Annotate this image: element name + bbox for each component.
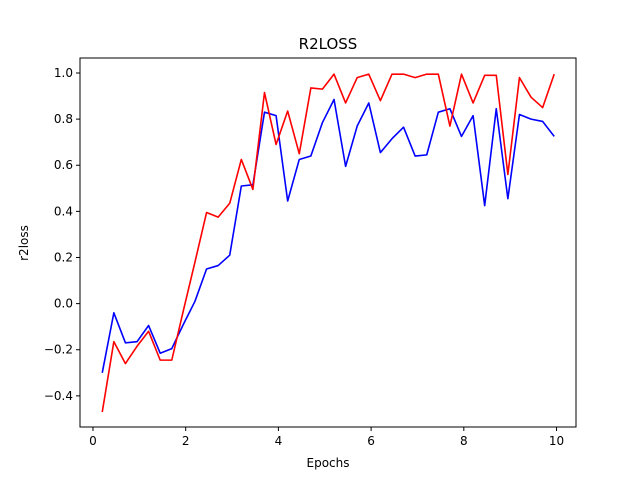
- chart-title: R2LOSS: [299, 35, 358, 53]
- y-axis-label: r2loss: [17, 225, 31, 261]
- x-tick-label: 6: [367, 434, 375, 448]
- x-tick-label: 10: [549, 434, 564, 448]
- y-tick-label: 1.0: [54, 66, 73, 80]
- y-tick-label: −0.2: [44, 343, 73, 357]
- x-ticks: 0 2 4 6 8 10: [89, 427, 564, 448]
- x-axis-label: Epochs: [307, 456, 350, 470]
- y-tick-label: 0.0: [54, 297, 73, 311]
- series-line-2: [101, 73, 555, 413]
- y-ticks: −0.4 −0.2 0.0 0.2 0.4 0.6 0.8 1.0: [44, 66, 80, 403]
- x-tick-label: 4: [275, 434, 283, 448]
- y-tick-label: 0.4: [54, 204, 73, 218]
- x-tick-label: 0: [89, 434, 97, 448]
- x-tick-label: 2: [182, 434, 190, 448]
- y-tick-label: 0.8: [54, 112, 73, 126]
- plot-area: [80, 58, 576, 427]
- y-tick-label: 0.6: [54, 158, 73, 172]
- x-tick-label: 8: [460, 434, 468, 448]
- y-tick-label: 0.2: [54, 250, 73, 264]
- y-tick-label: −0.4: [44, 389, 73, 403]
- series-layer: [101, 73, 555, 413]
- plot-frame: [79, 57, 577, 428]
